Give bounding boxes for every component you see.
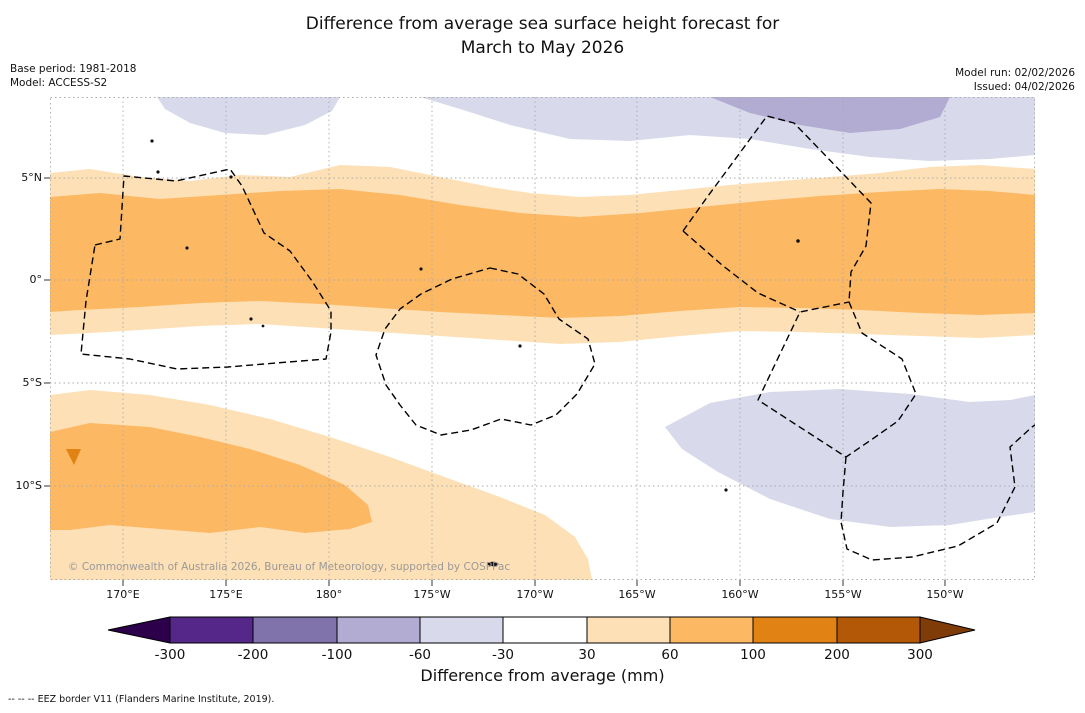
x-tick-label: 170°E	[106, 588, 140, 601]
colorbar-segment	[586, 616, 671, 644]
colorbar-tick: 300	[907, 647, 933, 663]
meta-right: Model run: 02/02/2026 Issued: 04/02/2026	[955, 66, 1075, 94]
colorbar-tick: -30	[492, 647, 514, 663]
x-tick-label: 175°W	[413, 588, 451, 601]
colorbar-tick: -300	[155, 647, 186, 663]
page-title: Difference from average sea surface heig…	[0, 12, 1085, 60]
colorbar-tick: 200	[824, 647, 850, 663]
colorbar-segment	[252, 616, 338, 644]
eez-border-note: -- -- -- EEZ border V11 (Flanders Marine…	[8, 694, 275, 705]
contour-positive-inner	[50, 189, 1035, 318]
colorbar-arrow-left	[107, 616, 171, 644]
colorbar-segment	[336, 616, 421, 644]
colorbar-segment	[419, 616, 504, 644]
issued-text: Issued: 04/02/2026	[973, 81, 1075, 93]
model-text: Model: ACCESS-S2	[10, 77, 108, 89]
colorbar-tick-labels: -300 -200 -100 -60 -30 30 60 100 200 300	[155, 647, 933, 663]
map-canvas: © Commonwealth of Australia 2026, Bureau…	[44, 97, 1035, 586]
x-tick-label: 165°W	[618, 588, 656, 601]
colorbar: -300 -200 -100 -60 -30 30 60 100 200 300	[107, 616, 976, 663]
colorbar-segment	[502, 616, 588, 644]
colorbar-segments	[107, 616, 976, 644]
y-tick-label: 5°N	[21, 171, 42, 184]
colorbar-label: Difference from average (mm)	[420, 666, 665, 685]
x-tick-label: 170°W	[516, 588, 554, 601]
contour-positive-inner	[50, 423, 372, 533]
y-tick-label: 5°S	[22, 376, 42, 389]
eez-borders	[80, 115, 1035, 561]
contour-fills	[50, 97, 1035, 580]
graticule	[50, 97, 1035, 580]
contour-positive-peak	[66, 449, 81, 465]
colorbar-segment	[836, 616, 921, 644]
colorbar-tick: 60	[661, 647, 678, 663]
island-dots	[150, 139, 800, 567]
colorbar-tick: 30	[578, 647, 595, 663]
colorbar-tick: -100	[322, 647, 353, 663]
y-tick-label: 0°	[29, 273, 43, 286]
contour-negative-core	[710, 97, 950, 133]
colorbar-segment	[169, 616, 254, 644]
axis-ticks	[44, 177, 946, 586]
colorbar-tick: 100	[740, 647, 766, 663]
y-tick-label: 10°S	[15, 479, 42, 492]
x-tick-label: 160°W	[721, 588, 759, 601]
model-run-text: Model run: 02/02/2026	[955, 67, 1075, 79]
colorbar-segment	[669, 616, 754, 644]
contour-negative-patch	[665, 389, 1035, 527]
title-line-2: March to May 2026	[460, 38, 625, 58]
colorbar-tick: -60	[409, 647, 431, 663]
x-tick-label: 155°W	[824, 588, 862, 601]
x-tick-label: 175°E	[209, 588, 243, 601]
colorbar-tick: -200	[238, 647, 269, 663]
colorbar-segment	[752, 616, 838, 644]
x-tick-label: 180°	[315, 588, 343, 601]
colorbar-arrow-right	[919, 616, 976, 644]
x-tick-label: 150°W	[926, 588, 964, 601]
contour-negative-patch	[157, 97, 340, 135]
base-period-text: Base period: 1981-2018	[10, 63, 137, 75]
meta-left: Base period: 1981-2018 Model: ACCESS-S2	[10, 62, 136, 90]
title-line-1: Difference from average sea surface heig…	[305, 14, 780, 34]
map-copyright: © Commonwealth of Australia 2026, Bureau…	[68, 561, 510, 573]
